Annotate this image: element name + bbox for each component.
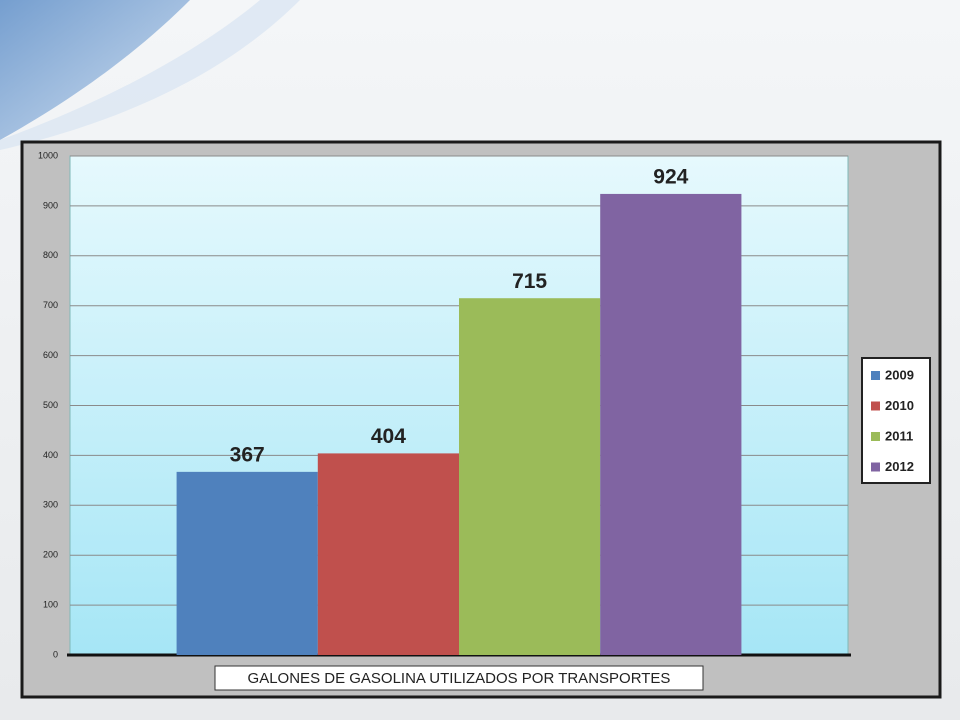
y-tick-label: 500	[43, 400, 58, 410]
legend-label: 2012	[885, 459, 914, 474]
legend-swatch	[871, 371, 880, 380]
legend-label: 2009	[885, 367, 914, 382]
bar	[600, 193, 742, 655]
legend-box	[861, 357, 931, 484]
legend-label: 2011	[885, 428, 913, 443]
y-tick-label: 1000	[38, 150, 58, 160]
y-tick-label: 600	[43, 350, 58, 360]
decor-swoosh	[0, 0, 300, 150]
bar	[317, 453, 459, 655]
y-tick-label: 900	[43, 200, 58, 210]
legend-swatch	[871, 432, 880, 441]
y-tick-label: 700	[43, 300, 58, 310]
x-tick-label: GALONES DE GASOLINA UTILIZADOS POR TRANS…	[248, 670, 671, 687]
y-tick-label: 800	[43, 250, 58, 260]
decor-swoosh	[0, 0, 190, 140]
bar	[176, 471, 318, 655]
legend-swatch	[871, 462, 880, 472]
data-label: 404	[371, 425, 406, 448]
y-tick-label: 100	[43, 599, 58, 609]
y-tick-label: 400	[43, 450, 58, 460]
y-tick-label: 0	[53, 649, 58, 659]
legend-swatch	[871, 401, 880, 411]
data-label: 924	[653, 165, 688, 188]
x-label-box	[214, 665, 704, 691]
y-tick-label: 300	[43, 500, 58, 510]
bar	[459, 298, 601, 655]
legend-label: 2010	[885, 398, 914, 413]
data-label: 715	[512, 270, 547, 293]
y-tick-label: 200	[43, 550, 58, 560]
data-label: 367	[230, 443, 265, 466]
